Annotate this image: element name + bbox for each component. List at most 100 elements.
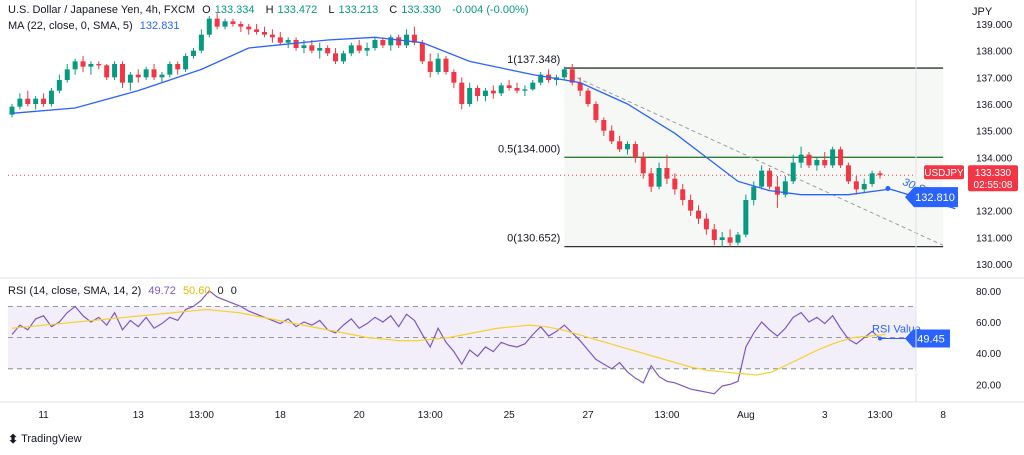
time-tick-label: 20 [354, 410, 366, 421]
candle-body [159, 74, 165, 78]
candle-body [112, 64, 118, 78]
candle-body [632, 144, 638, 158]
candle-body [396, 37, 402, 46]
candle-body [703, 218, 709, 230]
time-tick-label: 25 [504, 410, 516, 421]
candle-body [522, 89, 528, 91]
projection-point [885, 186, 891, 192]
rsi-extra-value-1: 0 [217, 285, 224, 297]
candle-body [530, 82, 536, 90]
candle-body [656, 168, 662, 187]
price-tick-label: 134.000 [976, 153, 1013, 164]
candle-body [88, 64, 94, 67]
rsi-ma-value: 50.60 [182, 285, 211, 297]
time-tick-label: 11 [38, 410, 49, 421]
candle-body [767, 170, 773, 187]
time-tick-label: 3 [822, 410, 828, 421]
candle-body [782, 181, 788, 195]
high-value: 133.472 [277, 4, 318, 16]
candle-body [877, 173, 883, 176]
candle-body [861, 184, 867, 190]
candle-body [822, 160, 828, 166]
candle-body [459, 82, 465, 104]
time-tick-label: 13:00 [654, 410, 679, 421]
candle-body [269, 34, 275, 38]
candle-body [293, 40, 299, 48]
candle-body [309, 45, 315, 51]
time-tick-label: 27 [582, 410, 594, 421]
ma-value: 132.831 [139, 20, 180, 32]
candle-body [538, 74, 544, 83]
candle-body [104, 65, 110, 78]
candle-body [183, 56, 189, 70]
candle-body [246, 26, 252, 30]
candle-body [853, 181, 859, 190]
rsi-ma-line [11, 308, 886, 376]
rsi-tick-label: 20.00 [976, 380, 1001, 391]
candle-body [735, 234, 741, 243]
ma-line [11, 36, 888, 196]
candle-body [845, 165, 851, 182]
low-label: L [328, 4, 335, 16]
candle-body [688, 200, 694, 211]
candle-body [380, 40, 386, 46]
tradingview-logo-icon: ⬍ [8, 432, 18, 446]
ma-legend: MA (22, close, 0, SMA, 5) 132.831 [8, 20, 184, 32]
candle-body [743, 200, 749, 235]
candle-body [214, 18, 220, 27]
candle-body [482, 90, 488, 96]
price-tick-label: 137.000 [976, 73, 1013, 84]
fib-level-label: 1(137.348) [507, 54, 560, 66]
candle-body [617, 141, 623, 150]
candle-body [404, 34, 410, 46]
close-label: C [389, 4, 398, 16]
candle-body [774, 186, 780, 195]
candle-body [277, 37, 283, 43]
time-tick-label: 18 [275, 410, 287, 421]
candle-body [348, 45, 354, 54]
candle-body [696, 210, 702, 219]
candle-body [451, 72, 457, 83]
candle-body [569, 69, 575, 83]
price-tick-label: 136.000 [976, 100, 1013, 111]
candle-body [25, 98, 31, 104]
candle-body [672, 178, 678, 190]
price-pane[interactable]: 1(137.348)0.5(134.000)0(130.652)30-SMA [8, 13, 956, 248]
time-tick-label: 8 [940, 410, 946, 421]
candle-body [869, 173, 875, 184]
rsi-tick-label: 60.00 [976, 318, 1001, 329]
time-tick-label: 13:00 [867, 410, 892, 421]
price-tick-label: 138.000 [976, 47, 1013, 58]
candle-body [814, 160, 820, 166]
price-tick-label: 131.000 [976, 233, 1013, 244]
rsi-label: RSI (14, close, SMA, 14, 2) [8, 285, 142, 297]
time-tick-label: 13:00 [418, 410, 443, 421]
candle-body [514, 88, 520, 91]
candle-body [33, 98, 39, 104]
rsi-extra-value-2: 0 [230, 285, 237, 297]
candle-body [48, 90, 54, 104]
candle-body [388, 37, 394, 46]
rsi-legend: RSI (14, close, SMA, 14, 2) 49.72 50.60 … [8, 285, 241, 297]
candle-body [838, 149, 844, 166]
candle-body [475, 88, 481, 96]
candle-body [751, 186, 757, 200]
candle-body [190, 50, 196, 56]
candle-body [175, 64, 181, 70]
candle-body [64, 69, 70, 80]
close-value: 133.330 [401, 4, 442, 16]
candle-body [561, 69, 567, 78]
fib-level-label: 0.5(134.000) [498, 143, 560, 155]
price-tick-label: 135.000 [976, 127, 1013, 138]
tradingview-logo[interactable]: ⬍ TradingView [8, 432, 82, 446]
candle-body [317, 48, 323, 51]
candle-body [624, 144, 630, 150]
candle-body [364, 48, 370, 51]
price-tag [968, 165, 1018, 192]
candle-body [206, 18, 212, 35]
time-tick-label: 13 [133, 410, 145, 421]
symbol-label: U.S. Dollar / Japanese Yen, 4h, FXCM [8, 4, 196, 16]
candle-body [806, 154, 812, 166]
